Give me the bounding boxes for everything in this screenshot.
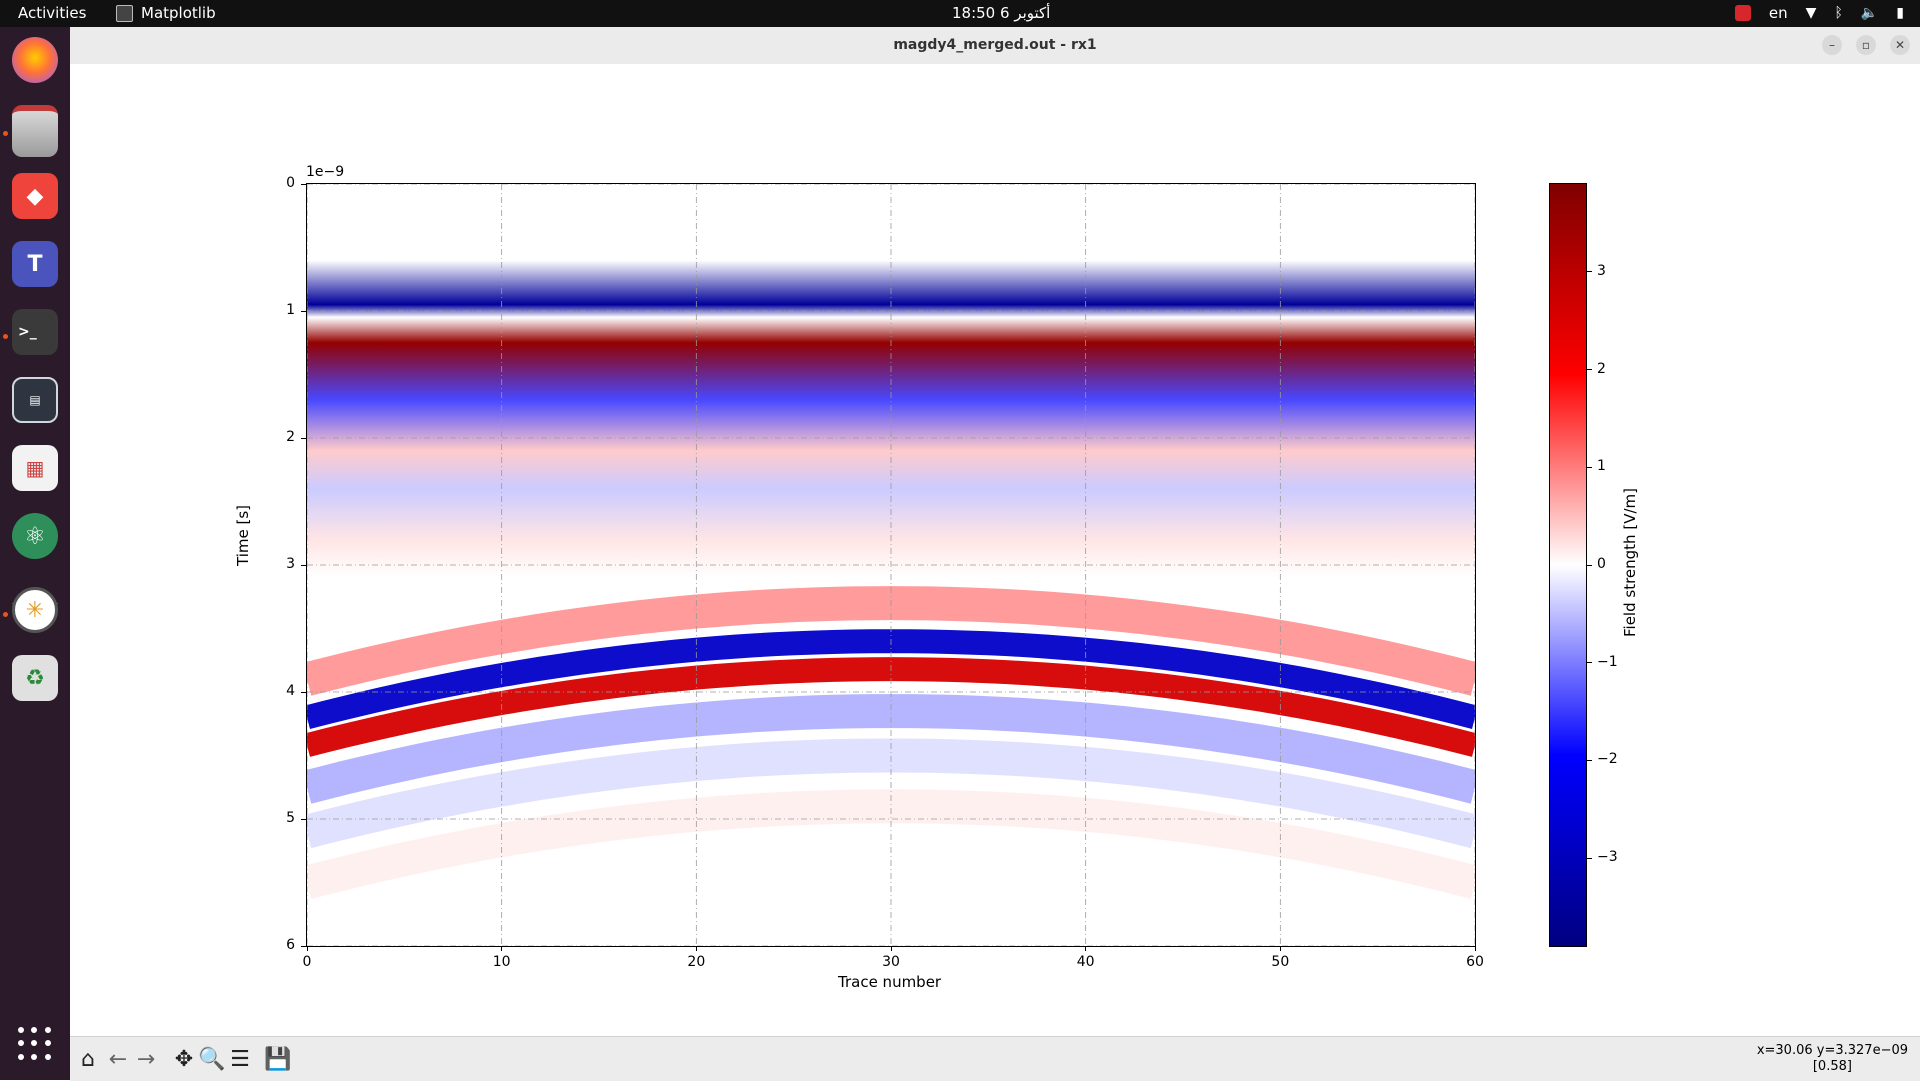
y-offset-text: 1e−9 <box>306 164 345 180</box>
y-tick-4 <box>301 691 306 693</box>
bluetooth-icon[interactable]: ᛒ <box>1834 5 1843 21</box>
y-tick-3 <box>301 564 306 566</box>
y-tick-label-6: 6 <box>286 937 295 953</box>
x-tick-1 <box>501 946 503 951</box>
y-tick-label-1: 1 <box>286 302 295 318</box>
y-axis-label: Time [s] <box>234 505 252 566</box>
configure-icon[interactable]: ☰ <box>230 1046 250 1072</box>
dock: ◆ T >_ ▤ ▦ ⚛ ✳ ♻ <box>0 27 70 1080</box>
trash-icon[interactable]: ♻ <box>12 655 58 701</box>
y-tick-2 <box>301 437 306 439</box>
colorbar-tick-2 <box>1587 466 1592 468</box>
app-menu[interactable]: Matplotlib <box>116 4 216 22</box>
anydesk-indicator-icon[interactable] <box>1734 5 1751 21</box>
x-tick-label-1: 10 <box>492 954 511 970</box>
colorbar-tick-label-1: 2 <box>1597 360 1606 377</box>
y-tick-label-0: 0 <box>286 175 295 191</box>
files-icon[interactable] <box>12 105 58 157</box>
matplotlib-running-indicator <box>3 612 8 617</box>
top-bar: Activities Matplotlib 18:50 6 أكتوبر en … <box>0 0 1920 27</box>
maximize-button[interactable]: ▫ <box>1856 35 1876 55</box>
colorbar-tick-label-0: 3 <box>1597 262 1606 279</box>
coords-line-1: x=30.06 y=3.327e−09 <box>1756 1043 1908 1058</box>
reflection-band-0 <box>307 789 1475 899</box>
y-tick-6 <box>301 945 306 947</box>
colorbar-tick-6 <box>1587 857 1592 859</box>
matplotlib-icon[interactable]: ✳ <box>12 587 58 633</box>
show-apps-icon[interactable] <box>18 1027 52 1061</box>
document-viewer-icon[interactable]: ▦ <box>12 445 58 491</box>
terminal-icon[interactable]: >_ <box>12 309 58 355</box>
window-title: magdy4_merged.out - rx1 <box>893 37 1097 53</box>
x-tick-label-5: 50 <box>1271 954 1290 970</box>
x-tick-3 <box>890 946 892 951</box>
x-tick-label-0: 0 <box>302 954 312 970</box>
split-terminal-icon[interactable]: ▤ <box>12 377 58 423</box>
matplotlib-app-icon <box>116 4 133 22</box>
forward-icon[interactable]: → <box>136 1046 156 1072</box>
colorbar-tick-0 <box>1587 271 1592 273</box>
firefox-icon[interactable] <box>12 37 58 83</box>
y-tick-0 <box>301 183 306 185</box>
colorbar <box>1549 183 1587 947</box>
colorbar-tick-1 <box>1587 369 1592 371</box>
x-tick-2 <box>695 946 697 951</box>
y-tick-1 <box>301 310 306 312</box>
colorbar-label: Field strength [V/m] <box>1621 488 1639 637</box>
y-tick-label-4: 4 <box>286 683 295 699</box>
wifi-icon[interactable]: ▼ <box>1805 5 1817 21</box>
terminal-running-indicator <box>3 334 8 339</box>
x-tick-label-6: 60 <box>1466 954 1484 970</box>
x-tick-0 <box>306 946 308 951</box>
colorbar-tick-5 <box>1587 759 1592 761</box>
matplotlib-toolbar: ⌂ ← → ✥ 🔍 ☰ 💾 x=30.06 y=3.327e−09 [0.58] <box>70 1036 1920 1081</box>
cursor-coordinates: x=30.06 y=3.327e−09 [0.58] <box>1757 1043 1908 1075</box>
battery-icon[interactable]: ▮ <box>1896 5 1904 21</box>
minimize-button[interactable]: – <box>1822 35 1842 55</box>
x-tick-5 <box>1279 946 1281 951</box>
colorbar-tick-4 <box>1587 662 1592 664</box>
reflection-band-1 <box>307 738 1475 849</box>
x-tick-label-4: 40 <box>1076 954 1095 970</box>
coords-line-2: [0.58] <box>1812 1059 1852 1074</box>
colorbar-tick-label-3: 0 <box>1597 556 1606 572</box>
y-tick-label-2: 2 <box>286 429 295 445</box>
home-icon[interactable]: ⌂ <box>81 1046 95 1072</box>
volume-icon[interactable]: 🔈 <box>1860 5 1879 21</box>
colorbar-tick-3 <box>1587 564 1592 566</box>
system-tray[interactable]: en ▼ ᛒ 🔈 ▮ <box>1734 4 1904 22</box>
pan-icon[interactable]: ✥ <box>174 1046 194 1072</box>
files-running-indicator <box>3 131 8 136</box>
atom-icon[interactable]: ⚛ <box>12 513 58 559</box>
clock[interactable]: 18:50 6 أكتوبر <box>952 4 1051 22</box>
colorbar-tick-label-6: −3 <box>1597 849 1618 866</box>
colorbar-tick-label-4: −1 <box>1597 653 1618 670</box>
close-button[interactable]: ✕ <box>1890 35 1910 55</box>
y-tick-label-5: 5 <box>286 810 295 826</box>
y-tick-5 <box>301 818 306 820</box>
x-tick-label-2: 20 <box>687 954 706 970</box>
y-tick-label-3: 3 <box>286 556 295 572</box>
zoom-icon[interactable]: 🔍 <box>198 1046 226 1072</box>
colorbar-tick-label-2: 1 <box>1597 458 1606 475</box>
colorbar-tick-label-5: −2 <box>1597 751 1618 768</box>
x-axis-label: Trace number <box>838 973 942 991</box>
window-titlebar[interactable]: magdy4_merged.out - rx1 – ▫ ✕ <box>70 27 1920 65</box>
x-tick-6 <box>1474 946 1476 951</box>
language-indicator[interactable]: en <box>1768 4 1788 22</box>
app-name: Matplotlib <box>141 4 216 22</box>
anydesk-icon[interactable]: ◆ <box>12 173 58 219</box>
back-icon[interactable]: ← <box>108 1046 128 1072</box>
activities-button[interactable]: Activities <box>18 4 87 22</box>
teams-icon[interactable]: T <box>12 241 58 287</box>
heatmap-svg <box>307 184 1475 946</box>
x-tick-label-3: 30 <box>882 954 900 970</box>
heatmap-plot-area[interactable] <box>306 183 1476 947</box>
x-tick-4 <box>1085 946 1087 951</box>
save-icon[interactable]: 💾 <box>264 1046 292 1072</box>
